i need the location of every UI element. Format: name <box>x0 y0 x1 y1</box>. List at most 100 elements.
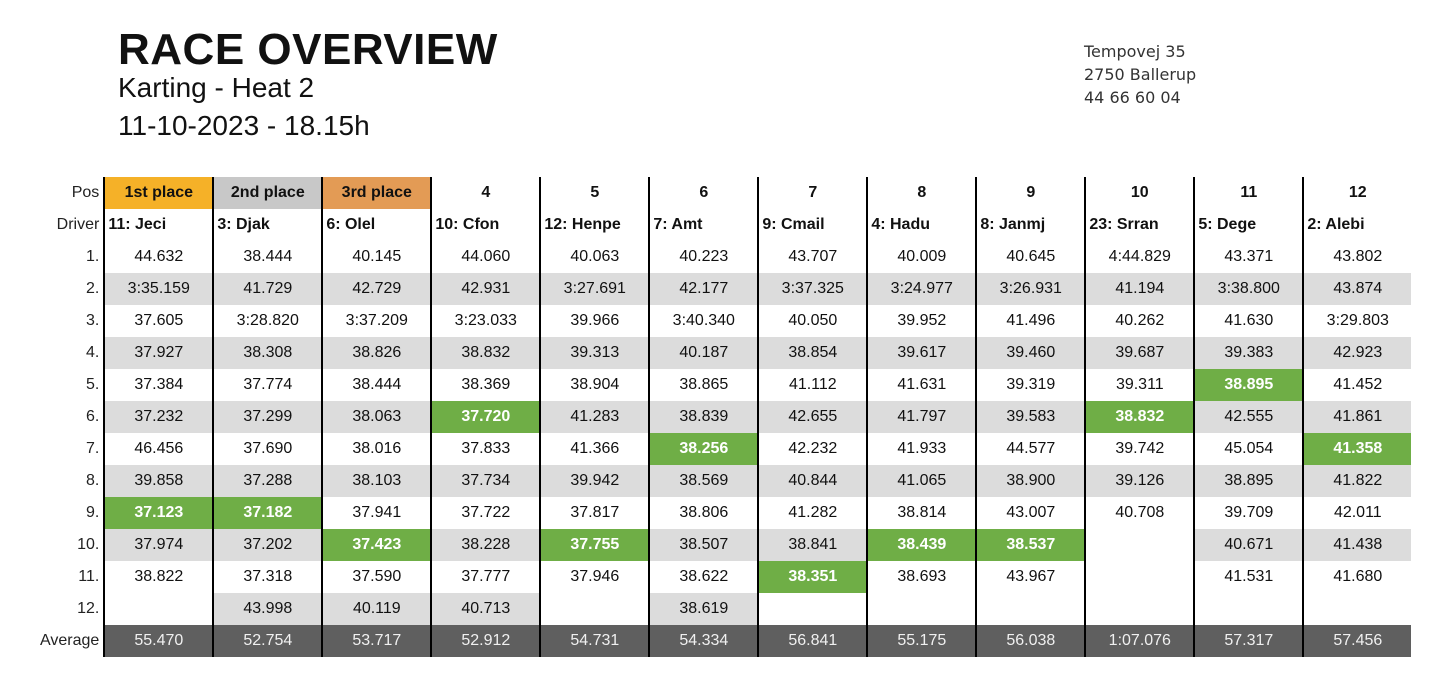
average-cell: 1:07.076 <box>1084 625 1195 657</box>
lap-time-cell: 41.194 <box>1084 273 1195 305</box>
lap-time-cell: 37.299 <box>212 401 323 433</box>
lap-time-cell: 43.371 <box>1193 241 1304 273</box>
best-lap-cell: 38.256 <box>648 433 759 465</box>
lap-time-cell: 43.874 <box>1302 273 1412 305</box>
lap-label: 4. <box>85 344 100 361</box>
driver-name: 10: Cfon <box>430 209 541 241</box>
lap-time-cell: 38.228 <box>430 529 541 561</box>
lap-time-cell: 38.904 <box>539 369 650 401</box>
lap-time-cell: 42.655 <box>757 401 868 433</box>
best-lap-cell: 38.895 <box>1193 369 1304 401</box>
lap-time-cell: 38.865 <box>648 369 759 401</box>
lap-time-cell: 38.832 <box>430 337 541 369</box>
average-cell: 56.038 <box>975 625 1086 657</box>
lap-row: 7. 46.456 37.690 38.016 37.833 41.366 38.256 42… <box>40 433 1412 465</box>
lap-time-cell: 37.777 <box>430 561 541 593</box>
lap-time-cell: 44.577 <box>975 433 1086 465</box>
lap-time-cell: 38.693 <box>866 561 977 593</box>
lap-row: 6. 37.232 37.299 38.063 37.720 41.283 38.839 42… <box>40 401 1412 433</box>
lap-time-cell: 37.288 <box>212 465 323 497</box>
lap-time-cell: 38.900 <box>975 465 1086 497</box>
driver-name: 7: Amt <box>648 209 759 241</box>
driver-name: 11: Jeci <box>103 209 214 241</box>
position-cell: 3rd place <box>321 177 432 209</box>
lap-time-cell: 40.119 <box>321 593 432 625</box>
position-cell: 10 <box>1084 177 1195 209</box>
average-cell: 55.470 <box>103 625 214 657</box>
lap-label: 10. <box>77 536 100 553</box>
lap-time-cell: 38.806 <box>648 497 759 529</box>
pos-label: Pos <box>71 184 100 201</box>
position-cell: 7 <box>757 177 868 209</box>
lap-time-cell: 38.507 <box>648 529 759 561</box>
lap-row: 12. 43.998 40.119 40.713 38.619 <box>40 593 1412 625</box>
address-city: 2750 Ballerup <box>1084 65 1197 84</box>
lap-label: 2. <box>85 280 100 297</box>
best-lap-cell: 37.423 <box>321 529 432 561</box>
lap-time-cell: 41.065 <box>866 465 977 497</box>
lap-time-cell <box>539 593 650 625</box>
driver-row: Driver 11: Jeci 3: Djak 6: Olel 10: Cfon 12: … <box>40 209 1412 241</box>
driver-name: 9: Cmail <box>757 209 868 241</box>
lap-time-cell: 3:35.159 <box>103 273 214 305</box>
lap-time-cell: 38.854 <box>757 337 868 369</box>
lap-time-cell: 39.126 <box>1084 465 1195 497</box>
lap-time-cell: 37.734 <box>430 465 541 497</box>
lap-time-cell: 41.797 <box>866 401 977 433</box>
lap-time-cell <box>975 593 1086 625</box>
best-lap-cell: 37.182 <box>212 497 323 529</box>
lap-time-cell: 3:40.340 <box>648 305 759 337</box>
lap-time-cell: 42.232 <box>757 433 868 465</box>
lap-label: 8. <box>85 472 100 489</box>
lap-time-cell: 3:29.803 <box>1302 305 1412 337</box>
lap-time-cell: 46.456 <box>103 433 214 465</box>
lap-time-cell: 39.709 <box>1193 497 1304 529</box>
lap-time-cell: 40.708 <box>1084 497 1195 529</box>
event-datetime: 11-10-2023 - 18.15h <box>118 110 370 141</box>
lap-time-cell: 38.444 <box>321 369 432 401</box>
lap-time-cell <box>1302 593 1412 625</box>
average-cell: 53.717 <box>321 625 432 657</box>
position-cell: 1st place <box>103 177 214 209</box>
lap-time-cell: 40.009 <box>866 241 977 273</box>
lap-time-cell: 41.496 <box>975 305 1086 337</box>
lap-label: 7. <box>85 440 100 457</box>
average-cell: 57.317 <box>1193 625 1304 657</box>
lap-time-cell: 40.713 <box>430 593 541 625</box>
lap-time-cell: 40.844 <box>757 465 868 497</box>
lap-time-cell: 41.680 <box>1302 561 1412 593</box>
best-lap-cell: 38.832 <box>1084 401 1195 433</box>
lap-time-cell: 39.617 <box>866 337 977 369</box>
best-lap-cell: 38.351 <box>757 561 868 593</box>
lap-time-cell: 38.814 <box>866 497 977 529</box>
lap-time-cell: 39.311 <box>1084 369 1195 401</box>
lap-time-cell: 41.112 <box>757 369 868 401</box>
lap-row: 11. 38.822 37.318 37.590 37.777 37.946 38.622 3… <box>40 561 1412 593</box>
lap-time-cell: 37.833 <box>430 433 541 465</box>
lap-time-cell <box>1193 593 1304 625</box>
lap-time-cell: 37.774 <box>212 369 323 401</box>
lap-time-cell: 41.282 <box>757 497 868 529</box>
lap-row: 8. 39.858 37.288 38.103 37.734 39.942 38.569 40… <box>40 465 1412 497</box>
lap-time-cell: 41.438 <box>1302 529 1412 561</box>
lap-time-cell <box>1084 529 1195 561</box>
lap-time-cell: 42.177 <box>648 273 759 305</box>
lap-time-cell: 38.444 <box>212 241 323 273</box>
lap-time-cell: 39.952 <box>866 305 977 337</box>
lap-time-cell <box>103 593 214 625</box>
driver-name: 6: Olel <box>321 209 432 241</box>
lap-time-cell: 38.895 <box>1193 465 1304 497</box>
lap-time-cell: 37.232 <box>103 401 214 433</box>
lap-time-cell: 39.942 <box>539 465 650 497</box>
lap-time-cell <box>1084 561 1195 593</box>
lap-time-cell: 41.631 <box>866 369 977 401</box>
lap-time-cell: 38.569 <box>648 465 759 497</box>
lap-time-cell: 43.802 <box>1302 241 1412 273</box>
lap-time-cell: 39.858 <box>103 465 214 497</box>
lap-time-cell: 39.742 <box>1084 433 1195 465</box>
lap-time-cell: 3:26.931 <box>975 273 1086 305</box>
average-cell: 57.456 <box>1302 625 1412 657</box>
lap-time-cell: 38.822 <box>103 561 214 593</box>
average-label: Average <box>40 632 100 649</box>
position-cell: 9 <box>975 177 1086 209</box>
